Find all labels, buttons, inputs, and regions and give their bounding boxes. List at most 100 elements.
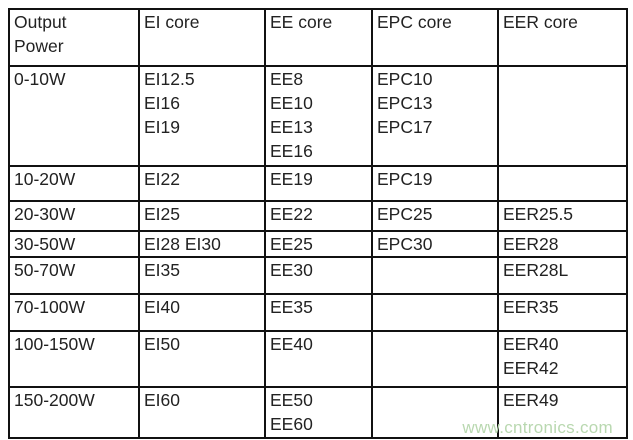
- cell-line: 30-50W: [14, 234, 76, 254]
- header-cell-ee-core: EE core: [264, 8, 373, 67]
- cell-ee-core: EE40: [264, 330, 373, 388]
- table-row: 100-150W EI50 EE40 EER40 EER42: [8, 330, 628, 388]
- cell-line: 100-150W: [14, 334, 95, 354]
- table-row: 50-70W EI35 EE30 EER28L: [8, 256, 628, 295]
- header-cell-output-power: Output Power: [8, 8, 140, 67]
- cell-ei-core: EI22: [138, 165, 266, 202]
- cell-line: EE10: [270, 93, 313, 113]
- cell-line: EPC10: [377, 69, 433, 89]
- cell-epc-core: [371, 293, 499, 332]
- cell-ee-core: EE35: [264, 293, 373, 332]
- cell-line: EI12.5: [144, 69, 195, 89]
- cell-epc-core: [371, 256, 499, 295]
- cell-epc-core: EPC25: [371, 200, 499, 232]
- cell-eer-core: EER35: [497, 293, 628, 332]
- cell-line: EE core: [270, 12, 333, 32]
- cell-epc-core: EPC30: [371, 230, 499, 258]
- cell-line: EE8: [270, 69, 304, 89]
- cell-line: EI22: [144, 169, 180, 189]
- cell-line: EI19: [144, 117, 180, 137]
- cell-line: EE16: [270, 141, 313, 161]
- cell-line: EE60: [270, 414, 313, 434]
- cell-line: EER core: [503, 12, 578, 32]
- cell-line: 50-70W: [14, 260, 76, 280]
- cell-line: 0-10W: [14, 69, 66, 89]
- cell-line: EI40: [144, 297, 180, 317]
- cell-line: EE35: [270, 297, 313, 317]
- cell-line: EE25: [270, 234, 313, 254]
- cell-eer-core: EER40 EER42: [497, 330, 628, 388]
- cell-ee-core: EE25: [264, 230, 373, 258]
- cell-epc-core: EPC10 EPC13 EPC17: [371, 65, 499, 167]
- cell-line: 20-30W: [14, 204, 76, 224]
- cell-line: EER28L: [503, 260, 569, 280]
- cell-epc-core: EPC19: [371, 165, 499, 202]
- cell-eer-core: [497, 65, 628, 167]
- cell-line: 150-200W: [14, 390, 95, 410]
- cell-output-power: 150-200W: [8, 386, 140, 439]
- cell-line: EER25.5: [503, 204, 574, 224]
- cell-line: EPC30: [377, 234, 433, 254]
- header-cell-eer-core: EER core: [497, 8, 628, 67]
- cell-line: EPC19: [377, 169, 433, 189]
- header-row: Output Power EI core EE core EPC core EER cor…: [8, 8, 628, 67]
- cell-ee-core: EE19: [264, 165, 373, 202]
- cell-line: EI35: [144, 260, 180, 280]
- cell-line: EE22: [270, 204, 313, 224]
- table-row: 20-30W EI25 EE22 EPC25 EER25.5: [8, 200, 628, 232]
- cell-line: EI16: [144, 93, 180, 113]
- table-row: 70-100W EI40 EE35 EER35: [8, 293, 628, 332]
- header-cell-epc-core: EPC core: [371, 8, 499, 67]
- cell-line: EER49: [503, 390, 559, 410]
- cell-line: EI60: [144, 390, 180, 410]
- cell-line: EE13: [270, 117, 313, 137]
- cell-line: EE30: [270, 260, 313, 280]
- cell-ei-core: EI25: [138, 200, 266, 232]
- cell-eer-core: EER49: [497, 386, 628, 439]
- cell-ee-core: EE50 EE60: [264, 386, 373, 439]
- cell-line: 70-100W: [14, 297, 86, 317]
- table-row: 10-20W EI22 EE19 EPC19: [8, 165, 628, 202]
- cell-ei-core: EI60: [138, 386, 266, 439]
- cell-line: EER35: [503, 297, 559, 317]
- cell-line: EE40: [270, 334, 313, 354]
- table-row: 150-200W EI60 EE50 EE60 EER49: [8, 386, 628, 439]
- cell-eer-core: EER25.5: [497, 200, 628, 232]
- cell-line: EPC25: [377, 204, 433, 224]
- cell-line: EI50: [144, 334, 180, 354]
- cell-line: EER40: [503, 334, 559, 354]
- cell-ei-core: EI12.5 EI16 EI19: [138, 65, 266, 167]
- cell-line: EPC core: [377, 12, 452, 32]
- cell-line: 10-20W: [14, 169, 76, 189]
- cell-ee-core: EE22: [264, 200, 373, 232]
- cell-line: EI core: [144, 12, 200, 32]
- watermark: www.cntronics.com: [462, 418, 613, 437]
- cell-output-power: 0-10W: [8, 65, 140, 167]
- cell-ei-core: EI28 EI30: [138, 230, 266, 258]
- cell-epc-core: [371, 386, 499, 439]
- cell-line: EPC13: [377, 93, 433, 113]
- cell-output-power: 70-100W: [8, 293, 140, 332]
- cell-output-power: 100-150W: [8, 330, 140, 388]
- cell-line: EPC17: [377, 117, 433, 137]
- cell-output-power: 30-50W: [8, 230, 140, 258]
- header-cell-ei-core: EI core: [138, 8, 266, 67]
- cell-eer-core: [497, 165, 628, 202]
- cell-ee-core: EE30: [264, 256, 373, 295]
- cell-ei-core: EI40: [138, 293, 266, 332]
- cell-line: EE19: [270, 169, 313, 189]
- table-row: 30-50W EI28 EI30 EE25 EPC30 EER28: [8, 230, 628, 258]
- cell-ee-core: EE8 EE10 EE13 EE16: [264, 65, 373, 167]
- cell-output-power: 10-20W: [8, 165, 140, 202]
- cell-ei-core: EI50: [138, 330, 266, 388]
- cell-epc-core: [371, 330, 499, 388]
- cell-output-power: 20-30W: [8, 200, 140, 232]
- cell-line: Power: [14, 36, 64, 56]
- cell-line: EI28 EI30: [144, 234, 221, 254]
- cell-line: EE50: [270, 390, 313, 410]
- cell-line: EER42: [503, 358, 559, 378]
- cell-ei-core: EI35: [138, 256, 266, 295]
- cell-output-power: 50-70W: [8, 256, 140, 295]
- cell-eer-core: EER28: [497, 230, 628, 258]
- core-selection-table: Output Power EI core EE core EPC core EER cor…: [8, 8, 628, 439]
